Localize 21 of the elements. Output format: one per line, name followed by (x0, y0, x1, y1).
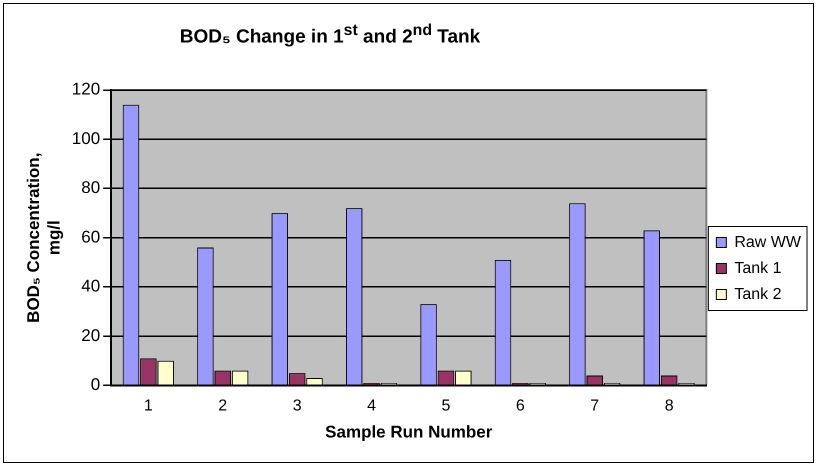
x-tick-label: 4 (367, 397, 376, 414)
x-tick-label: 1 (144, 397, 153, 414)
x-tick-label: 7 (590, 397, 600, 414)
x-tick-label: 3 (292, 397, 302, 414)
y-tick-label: 120 (72, 80, 100, 99)
y-tick-label: 0 (90, 375, 100, 394)
y-axis-title: BOD₅ Concentration, mg/l (24, 152, 64, 323)
x-tick-label: 8 (664, 397, 674, 414)
x-tick-label: 5 (442, 397, 450, 414)
y-tick-label: 40 (81, 276, 100, 296)
chart-title: BOD₅ Change in 1$^{st}$ and 2$^{nd}$ Tank (178, 22, 482, 48)
x-axis-title: Sample Run Number (325, 422, 493, 442)
y-tick-label: 100 (72, 128, 100, 148)
y-tick-label: 60 (81, 227, 100, 246)
legend-label: Tank 1 (734, 260, 782, 277)
legend-label: Raw WW (734, 234, 802, 251)
legend-label: Tank 2 (734, 286, 782, 303)
x-tick-label: 2 (218, 397, 228, 414)
y-tick-label: 20 (81, 326, 100, 345)
y-tick-label: 80 (81, 178, 100, 198)
x-tick-label: 6 (516, 397, 525, 414)
